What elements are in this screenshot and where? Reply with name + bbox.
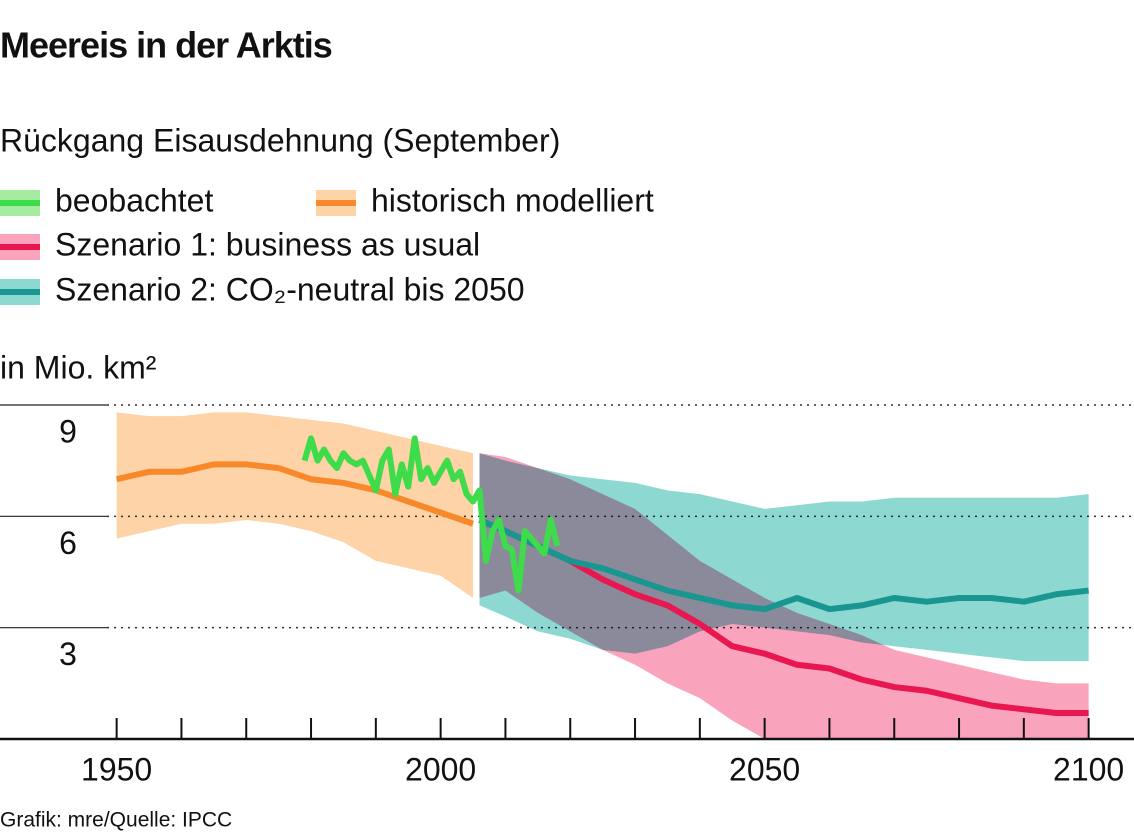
x-tick-label: 2050	[729, 751, 800, 787]
y-tick-label: 6	[59, 525, 77, 561]
legend-label: historisch modelliert	[371, 182, 654, 218]
bands	[116, 412, 1089, 739]
series-line	[301, 435, 561, 594]
y-tick-label: 9	[59, 413, 77, 449]
y-axis-label: in Mio. km²	[0, 349, 157, 385]
x-tick-label: 2100	[1053, 751, 1124, 787]
series-line	[478, 517, 1089, 613]
x-tick-label: 2000	[405, 751, 476, 787]
chart-title: Meereis in der Arktis	[0, 25, 332, 66]
legend-label: Szenario 1: business as usual	[55, 226, 480, 262]
series-line	[115, 461, 475, 527]
chart-subtitle: Rückgang Eisausdehnung (September)	[0, 122, 560, 158]
legend-label: Szenario 2: CO₂-neutral bis 2050	[55, 271, 525, 307]
legend-label: beobachtet	[55, 182, 213, 218]
y-tick-label: 3	[59, 636, 77, 672]
source: Grafik: mre/Quelle: IPCC	[0, 809, 232, 832]
uncertainty-band	[479, 453, 1089, 662]
x-tick-label: 1950	[81, 751, 152, 787]
